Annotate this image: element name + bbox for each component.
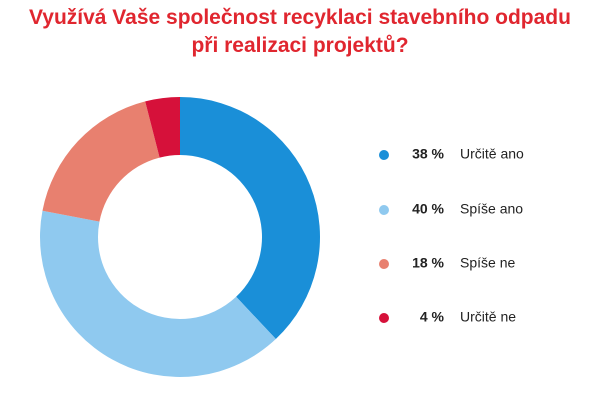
legend-label: Určitě ano bbox=[460, 146, 524, 162]
legend-value: 40 % bbox=[412, 201, 444, 217]
legend-value: 4 % bbox=[420, 309, 445, 325]
donut-segment bbox=[145, 97, 180, 158]
legend-value: 18 % bbox=[412, 255, 444, 271]
donut-segment bbox=[180, 97, 320, 340]
legend-label: Určitě ne bbox=[460, 309, 516, 325]
legend-marker bbox=[379, 205, 389, 215]
legend-label: Spíše ano bbox=[460, 201, 523, 217]
donut-segment bbox=[42, 101, 160, 222]
legend-value: 38 % bbox=[412, 146, 444, 162]
donut-segment bbox=[40, 210, 276, 377]
legend-label: Spíše ne bbox=[460, 255, 515, 271]
chart-title: Využívá Vaše společnost recyklaci staveb… bbox=[29, 6, 571, 57]
legend-marker bbox=[379, 259, 389, 269]
legend-marker bbox=[379, 150, 389, 160]
legend-marker bbox=[379, 313, 389, 323]
